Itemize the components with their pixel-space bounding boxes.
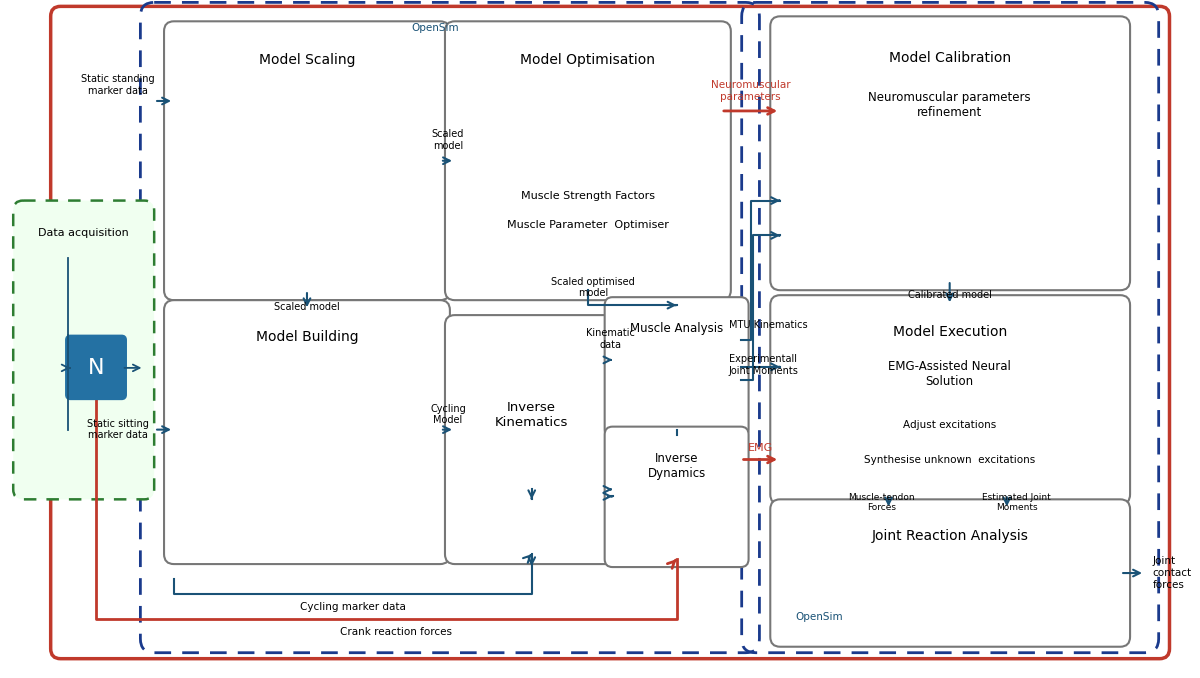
Text: Model Calibration: Model Calibration <box>889 51 1010 65</box>
Text: Cycling
Model: Cycling Model <box>430 404 466 426</box>
Text: Scaled model: Scaled model <box>274 302 340 312</box>
FancyBboxPatch shape <box>770 295 1130 504</box>
FancyBboxPatch shape <box>13 201 154 499</box>
Text: Estimated Joint
Moments: Estimated Joint Moments <box>983 493 1051 512</box>
Text: Model Execution: Model Execution <box>893 325 1007 339</box>
Text: Model Optimisation: Model Optimisation <box>521 53 655 67</box>
FancyBboxPatch shape <box>605 426 749 567</box>
Text: Experimentall
Joint Moments: Experimentall Joint Moments <box>728 354 799 376</box>
Text: OpenSim: OpenSim <box>412 23 458 33</box>
Text: Scaled
model: Scaled model <box>432 129 464 151</box>
Text: Static standing
marker data: Static standing marker data <box>80 75 155 96</box>
Text: Static sitting
marker data: Static sitting marker data <box>86 419 149 441</box>
Text: Muscle Parameter  Optimiser: Muscle Parameter Optimiser <box>506 220 668 231</box>
Text: Neuromuscular
parameters: Neuromuscular parameters <box>710 80 791 102</box>
Text: Muscle Analysis: Muscle Analysis <box>630 322 724 335</box>
Text: Cycling marker data: Cycling marker data <box>300 602 407 612</box>
Text: Neuromuscular parameters
refinement: Neuromuscular parameters refinement <box>869 91 1031 119</box>
Text: Muscle-tendon
Forces: Muscle-tendon Forces <box>848 493 914 512</box>
FancyBboxPatch shape <box>66 336 126 399</box>
Text: EMG-Assisted Neural
Solution: EMG-Assisted Neural Solution <box>888 360 1012 388</box>
Text: Data acquisition: Data acquisition <box>38 228 128 239</box>
Text: Joint
contact
forces: Joint contact forces <box>1153 557 1192 590</box>
FancyBboxPatch shape <box>605 297 749 437</box>
FancyBboxPatch shape <box>445 21 731 300</box>
Text: Calibrated model: Calibrated model <box>907 290 991 300</box>
Text: Synthesise unknown  excitations: Synthesise unknown excitations <box>864 454 1036 464</box>
Text: Adjust excitations: Adjust excitations <box>904 420 996 430</box>
Text: Crank reaction forces: Crank reaction forces <box>340 626 451 637</box>
Text: Kinematic
data: Kinematic data <box>586 328 635 350</box>
FancyBboxPatch shape <box>445 315 618 564</box>
Text: EMG: EMG <box>748 443 773 452</box>
FancyBboxPatch shape <box>164 300 450 564</box>
Text: Model Building: Model Building <box>256 330 359 344</box>
Text: N: N <box>88 358 104 378</box>
Text: Inverse
Kinematics: Inverse Kinematics <box>496 401 569 428</box>
Text: Muscle Strength Factors: Muscle Strength Factors <box>521 191 655 201</box>
FancyBboxPatch shape <box>50 6 1170 659</box>
Text: Joint Reaction Analysis: Joint Reaction Analysis <box>871 530 1028 543</box>
Text: Model Scaling: Model Scaling <box>259 53 355 67</box>
FancyBboxPatch shape <box>164 21 450 300</box>
Text: Scaled optimised
model: Scaled optimised model <box>551 277 635 298</box>
Text: OpenSim: OpenSim <box>796 612 844 622</box>
FancyBboxPatch shape <box>770 499 1130 647</box>
FancyBboxPatch shape <box>770 16 1130 290</box>
Text: Inverse
Dynamics: Inverse Dynamics <box>648 452 706 479</box>
Text: MTU Kinematics: MTU Kinematics <box>728 320 808 330</box>
